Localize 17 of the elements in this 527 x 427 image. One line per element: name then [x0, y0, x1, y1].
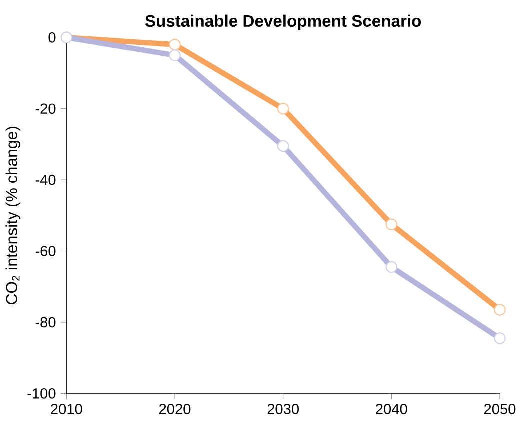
y-tick-label: -60	[36, 246, 56, 256]
x-tick-label: 2030	[268, 404, 299, 414]
y-tick-label: -100	[28, 388, 56, 399]
y-tick-label: -40	[36, 174, 56, 186]
y-tick-label: 0	[48, 32, 56, 43]
y-tick-label: -80	[36, 317, 56, 328]
x-tick-label: 2040	[376, 404, 408, 414]
point	[386, 261, 398, 274]
point	[277, 140, 290, 152]
point	[169, 50, 181, 62]
x-tick-label: 2050	[484, 404, 516, 414]
x-tick-label: 2010	[51, 404, 82, 414]
x-tick-label: 2020	[159, 404, 191, 414]
y-tick-label: -20	[36, 104, 56, 114]
point	[494, 332, 506, 344]
y-axis-title: CO$_{2}$ intensity (% change)	[6, 127, 21, 305]
chart-title: Sustainable Development Scenario	[145, 14, 422, 30]
